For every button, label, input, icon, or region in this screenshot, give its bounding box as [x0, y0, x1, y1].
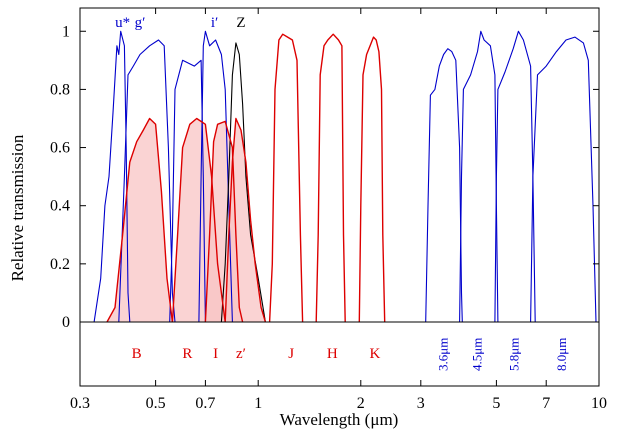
plot-frame: [79, 7, 600, 387]
filter-label-u: u*: [115, 15, 130, 31]
series-line-b: [106, 117, 174, 323]
y-axis-title: Relative transmission: [8, 134, 27, 281]
band-label-8-0-m: 8.0μm: [554, 338, 569, 371]
series-line-z: [224, 117, 267, 323]
filter-label-z: Z: [236, 15, 245, 31]
filter-label-i: i′: [211, 15, 218, 31]
y-tick-label: 0.2: [50, 256, 70, 273]
axis-ticks: 0.3 0.5 0.7 1 2 3 5 7 10 0 0.2 0.4 0.6 0.8 1: [50, 8, 607, 412]
filter-label-g: g′: [135, 15, 146, 31]
band-label-r: R: [182, 346, 192, 362]
y-tick-label: 0.4: [50, 198, 70, 215]
x-tick-label: 0.5: [146, 395, 166, 412]
series-line-r: [169, 59, 206, 323]
series-line-5-8-m: [494, 30, 536, 323]
series-line-k: [358, 36, 386, 323]
band-label-4-5-m: 4.5μm: [470, 338, 485, 371]
band-label-b: B: [132, 346, 142, 362]
filled-curves: [107, 118, 266, 323]
series-line-3-6-m: [425, 48, 463, 323]
band-label-z: z′: [236, 346, 246, 362]
x-tick-label: 0.7: [195, 395, 215, 412]
x-tick-label: 3: [417, 395, 425, 412]
series-line-8-0-m: [530, 36, 597, 323]
series-line-r: [171, 117, 226, 323]
x-axis-title: Wavelength (μm): [280, 410, 399, 429]
band-label-3-6-m: 3.6μm: [436, 338, 451, 371]
x-tick-label: 2: [357, 395, 365, 412]
y-tick-label: 0.8: [50, 81, 70, 98]
band-label-k: K: [369, 346, 380, 362]
series-line-j: [268, 33, 304, 323]
series-fill-b: [107, 118, 173, 322]
x-tick-label: 7: [542, 395, 550, 412]
series-line-i: [198, 30, 233, 323]
series-line-g: [118, 39, 176, 323]
x-tick-label: 1: [254, 395, 262, 412]
band-label-j: J: [288, 346, 294, 362]
y-tick-label: 1: [62, 23, 70, 40]
series-line-4-5-m: [459, 30, 499, 323]
band-label-i: I: [213, 346, 218, 362]
series-line-u: [93, 30, 131, 323]
series-line-h: [315, 33, 346, 323]
series-fill-z: [225, 118, 266, 322]
band-label-h: H: [327, 346, 338, 362]
x-tick-label: 5: [492, 395, 500, 412]
y-tick-label: 0: [62, 314, 70, 331]
x-tick-label: 0.3: [70, 395, 90, 412]
transmission-curves: [93, 30, 597, 323]
series-line-i: [204, 120, 244, 323]
x-tick-label: 10: [591, 395, 607, 412]
y-tick-label: 0.6: [50, 140, 70, 157]
band-label-5-8-m: 5.8μm: [507, 338, 522, 371]
